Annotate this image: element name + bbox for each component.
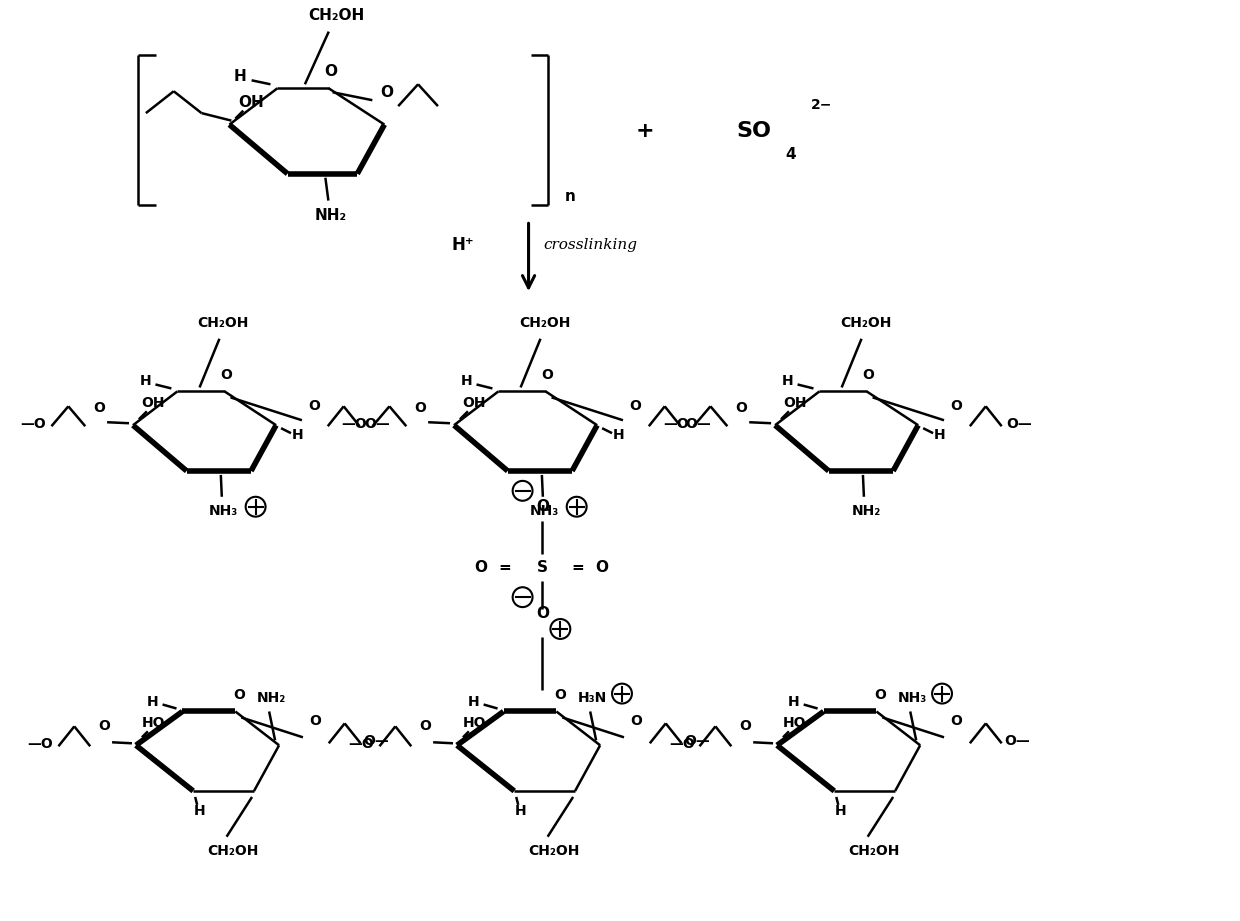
Text: H: H: [835, 804, 846, 818]
Text: O: O: [630, 715, 642, 729]
Text: NH₃: NH₃: [531, 504, 559, 518]
Text: O: O: [739, 719, 751, 733]
Text: OH: OH: [141, 396, 165, 411]
Text: n: n: [565, 189, 575, 204]
Text: O: O: [595, 560, 609, 575]
Text: CH₂OH: CH₂OH: [207, 844, 258, 857]
Text: O—: O—: [1004, 734, 1030, 748]
Text: CH₂OH: CH₂OH: [528, 844, 579, 857]
Text: O: O: [542, 367, 553, 381]
Text: O: O: [950, 400, 962, 414]
Text: O—: O—: [363, 734, 389, 748]
Text: HO: HO: [143, 717, 166, 730]
Text: H: H: [146, 694, 159, 708]
Text: =: =: [498, 560, 511, 575]
Text: H: H: [293, 428, 304, 442]
Text: O: O: [950, 715, 962, 729]
Text: O—: O—: [686, 417, 712, 431]
Text: —O: —O: [663, 417, 688, 431]
Text: H: H: [515, 804, 526, 818]
Text: H₃N: H₃N: [578, 691, 606, 705]
Text: O: O: [221, 367, 232, 381]
Text: —O: —O: [348, 738, 374, 752]
Text: OH: OH: [784, 396, 807, 411]
Text: O: O: [309, 715, 321, 729]
Text: NH₂: NH₂: [852, 504, 880, 518]
Text: O: O: [93, 402, 105, 415]
Text: NH₂: NH₂: [314, 208, 346, 223]
Text: O: O: [536, 499, 549, 514]
Text: CH₂OH: CH₂OH: [518, 316, 570, 330]
Text: H⁺: H⁺: [451, 237, 474, 254]
Text: —O: —O: [27, 738, 53, 752]
Text: NH₃: NH₃: [898, 691, 926, 705]
Text: NH₃: NH₃: [210, 504, 238, 518]
Text: O: O: [379, 85, 393, 99]
Text: O: O: [419, 719, 432, 733]
Text: H: H: [467, 694, 480, 708]
Text: H: H: [193, 804, 205, 818]
Text: O: O: [874, 688, 887, 702]
Text: O: O: [308, 400, 320, 414]
Text: SO: SO: [737, 121, 771, 141]
Text: O: O: [324, 64, 337, 79]
Text: +: +: [636, 121, 655, 141]
Text: O—: O—: [1007, 417, 1033, 431]
Text: O: O: [863, 367, 874, 381]
Text: H: H: [140, 375, 151, 389]
Text: CH₂OH: CH₂OH: [197, 316, 249, 330]
Text: 4: 4: [786, 147, 796, 162]
Text: H: H: [934, 428, 946, 442]
Text: O: O: [536, 606, 549, 621]
Text: O: O: [735, 402, 748, 415]
Text: O—: O—: [684, 734, 711, 748]
Text: HO: HO: [463, 717, 486, 730]
Text: crosslinking: crosslinking: [543, 239, 637, 252]
Text: =: =: [570, 560, 584, 575]
Text: H: H: [233, 69, 246, 84]
Text: O: O: [233, 688, 246, 702]
Text: OH: OH: [463, 396, 486, 411]
Text: S: S: [537, 560, 548, 575]
Text: O: O: [629, 400, 641, 414]
Text: H: H: [461, 375, 472, 389]
Text: —O: —O: [668, 738, 694, 752]
Text: OH: OH: [238, 95, 264, 111]
Text: CH₂OH: CH₂OH: [309, 8, 365, 23]
Text: NH₂: NH₂: [257, 691, 285, 705]
Text: O—: O—: [365, 417, 391, 431]
Text: CH₂OH: CH₂OH: [839, 316, 892, 330]
Text: O: O: [414, 402, 427, 415]
Text: CH₂OH: CH₂OH: [848, 844, 899, 857]
Text: 2−: 2−: [811, 99, 832, 112]
Text: H: H: [787, 694, 800, 708]
Text: —O: —O: [342, 417, 367, 431]
Text: H: H: [614, 428, 625, 442]
Text: O: O: [554, 688, 567, 702]
Text: —O: —O: [21, 417, 46, 431]
Text: O: O: [98, 719, 110, 733]
Text: O: O: [475, 560, 487, 575]
Text: H: H: [781, 375, 794, 389]
Text: HO: HO: [784, 717, 807, 730]
